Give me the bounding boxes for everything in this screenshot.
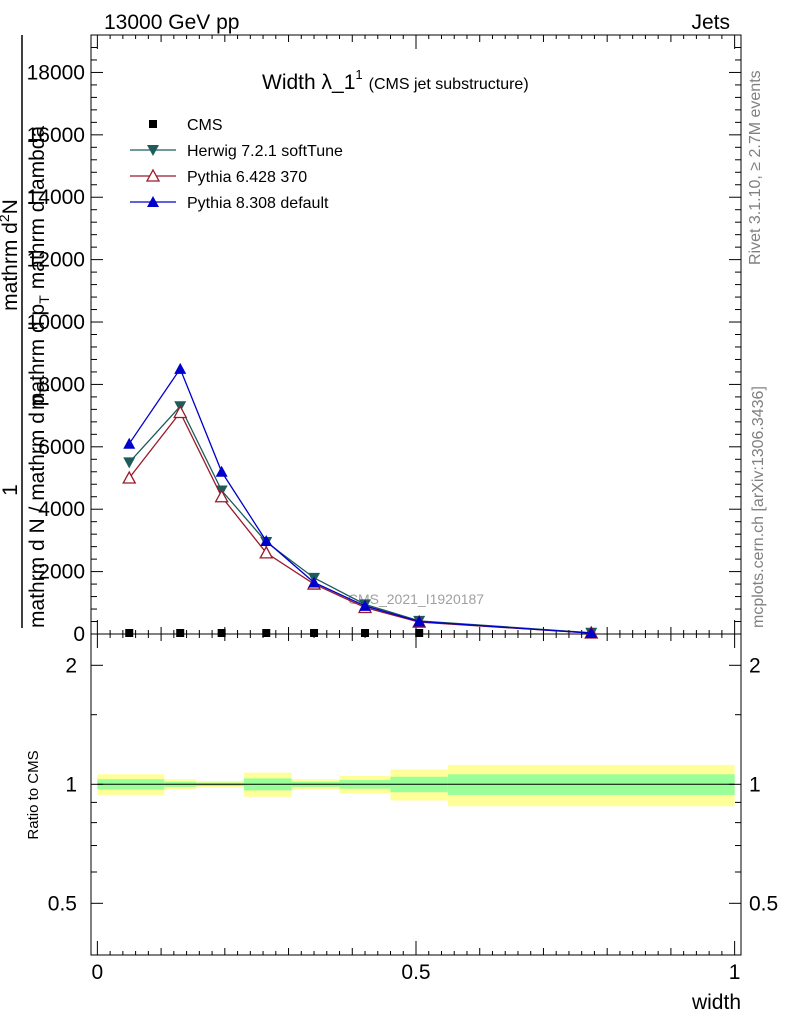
legend: CMS Herwig 7.2.1 softTune Pythia 6.428 370… [130, 117, 343, 212]
rivet-label: Rivet 3.1.10, ≥ 2.7M events [747, 70, 764, 265]
title-subtext: (CMS jet substructure) [369, 76, 529, 93]
x-axis-label: width [691, 991, 741, 1014]
main-y-tick-label: 10000 [27, 311, 85, 334]
ratio-y-tick-label-right: 2 [749, 654, 761, 677]
header-category: Jets [691, 11, 730, 34]
series-line [128, 411, 592, 634]
data-point [361, 629, 370, 637]
ratio-y-tick-label: 0.5 [48, 892, 77, 915]
data-point [122, 470, 137, 484]
data-point [217, 629, 226, 637]
legend-label: Pythia 8.308 default [187, 195, 329, 212]
data-point [308, 576, 321, 588]
data-point [176, 629, 185, 637]
ratio-y-ticks: 0.5 0.5 1 1 2 2 [48, 654, 778, 915]
ratio-y-tick-label: 2 [65, 654, 77, 677]
data-point [415, 629, 424, 637]
legend-marker [145, 168, 161, 182]
main-y-tick-label: 0 [73, 623, 85, 646]
legend-entry: Pythia 8.308 default [130, 195, 329, 212]
main-y-tick-label: 18000 [27, 61, 85, 84]
main-y-axis-label: 1 mathrm d N / mathrm d pT mathrm d2N ma… [0, 35, 52, 628]
ylabel-num-b: mathrm d2N [0, 199, 22, 311]
legend-label: Pythia 6.428 370 [187, 169, 307, 186]
data-point [174, 362, 187, 374]
series-line [128, 367, 592, 634]
main-y-tick-label: 8000 [38, 373, 85, 396]
analysis-watermark: CMS_2021_I1920187 [348, 591, 484, 607]
ylabel-den-b: mathrm d pTmathrm d lambda [26, 126, 52, 410]
legend-marker [149, 120, 157, 128]
legend-marker [147, 145, 159, 156]
x-ticks: 0 0.5 1 [92, 35, 741, 984]
main-y-tick-label: 6000 [38, 436, 85, 459]
chart-title: Width λ_11 (CMS jet substructure) [262, 67, 529, 94]
data-point [173, 405, 188, 419]
series-pythia-8-308-default [123, 362, 598, 638]
data-point [125, 629, 134, 637]
legend-label: CMS [187, 117, 223, 134]
main-y-tick-label: 14000 [27, 186, 85, 209]
data-point [260, 535, 273, 547]
ratio-bands [97, 764, 735, 807]
data-point [215, 465, 228, 477]
legend-entry: CMS [149, 117, 223, 134]
main-y-ticks: 0 2000 4000 6000 8000 10000 12000 14000 16000 180… [27, 34, 741, 646]
data-point [413, 615, 426, 627]
series-cms [125, 629, 596, 637]
x-tick-label: 0 [92, 961, 104, 984]
ylabel-den-a: mathrm d N / mathrm d pT [26, 386, 52, 628]
ratio-y-tick-label-right: 1 [749, 773, 761, 796]
data-point [585, 627, 598, 638]
legend-label: Herwig 7.2.1 softTune [187, 143, 343, 160]
main-y-tick-label: 16000 [27, 124, 85, 147]
data-point [123, 457, 136, 469]
x-tick-label: 0.5 [401, 961, 430, 984]
main-y-tick-label: 2000 [38, 561, 85, 584]
legend-entry: Herwig 7.2.1 softTune [130, 143, 343, 160]
data-point [123, 437, 136, 449]
title-main: Width λ_1 [262, 71, 355, 94]
main-y-tick-label: 12000 [27, 249, 85, 272]
ratio-y-axis-label: Ratio to CMS [25, 750, 42, 839]
legend-entry: Pythia 6.428 370 [130, 168, 307, 186]
ylabel-num-a: 1 [0, 484, 22, 496]
x-tick-label: 1 [729, 961, 741, 984]
data-point [310, 629, 319, 637]
series-line [128, 405, 592, 634]
data-series [122, 362, 599, 639]
ratio-y-tick-label-right: 0.5 [749, 892, 778, 915]
header-energy: 13000 GeV pp [104, 11, 239, 34]
data-point [262, 629, 271, 637]
data-point [214, 489, 229, 503]
data-point [259, 545, 274, 559]
title-superscript: 1 [355, 67, 362, 82]
mcplots-label: mcplots.cern.ch [arXiv:1306.3436] [750, 386, 767, 628]
data-point [359, 599, 372, 611]
legend-marker [147, 196, 159, 207]
ratio-y-tick-label: 1 [65, 773, 77, 796]
main-y-tick-label: 4000 [38, 498, 85, 521]
